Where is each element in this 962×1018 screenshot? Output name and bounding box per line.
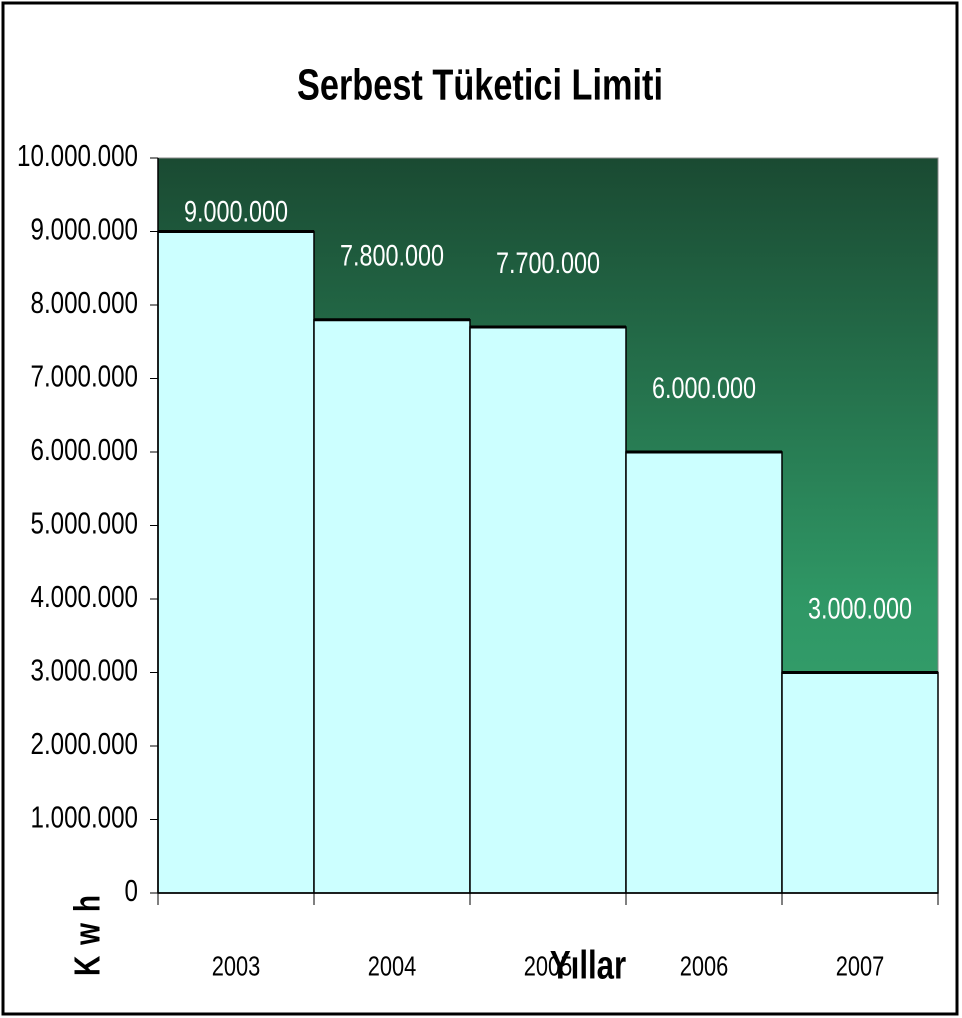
- x-tick-label: 2006: [680, 951, 729, 982]
- value-label: 6.000.000: [652, 371, 756, 404]
- bar: [469, 326, 627, 894]
- x-axis-label: Yıllar: [550, 943, 626, 988]
- bar: [157, 230, 315, 894]
- y-tick-label: 9.000.000: [30, 212, 138, 247]
- y-tick-label: 0: [125, 873, 138, 908]
- y-axis-label: Kwh: [67, 884, 107, 976]
- bar: [625, 451, 783, 894]
- y-tick-label: 8.000.000: [30, 285, 138, 320]
- bar: [313, 318, 471, 894]
- y-tick-label: 6.000.000: [30, 432, 138, 467]
- value-label: 7.700.000: [496, 246, 600, 279]
- x-tick-label: 2007: [836, 951, 885, 982]
- y-tick-label: 10.000.000: [17, 138, 138, 173]
- y-tick-label: 1.000.000: [30, 800, 138, 835]
- chart-title: Serbest Tüketici Limiti: [297, 61, 663, 110]
- y-tick-label: 3.000.000: [30, 653, 138, 688]
- bar: [781, 671, 939, 894]
- value-label: 3.000.000: [808, 592, 912, 625]
- x-tick-label: 2004: [368, 951, 417, 982]
- x-tick-label: 2003: [212, 951, 261, 982]
- y-tick-label: 7.000.000: [30, 359, 138, 394]
- y-tick-label: 2.000.000: [30, 726, 138, 761]
- value-label: 7.800.000: [340, 239, 444, 272]
- x-tick-label: 2005: [524, 951, 573, 982]
- value-label: 9.000.000: [184, 195, 288, 228]
- y-tick-label: 4.000.000: [30, 579, 138, 614]
- y-tick-label: 5.000.000: [30, 506, 138, 541]
